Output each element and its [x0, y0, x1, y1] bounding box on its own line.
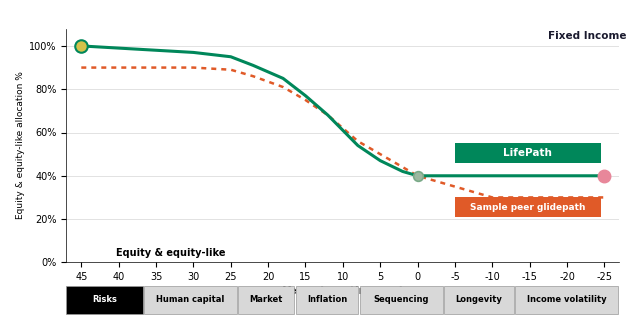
Text: Sequencing: Sequencing — [374, 295, 429, 304]
Text: Market: Market — [250, 295, 283, 304]
Text: Sample peer glidepath: Sample peer glidepath — [470, 203, 586, 212]
Text: Equity & equity-like: Equity & equity-like — [116, 248, 226, 258]
FancyBboxPatch shape — [455, 197, 600, 217]
Text: Income volatility: Income volatility — [526, 295, 606, 304]
X-axis label: Years to retirement: Years to retirement — [282, 286, 404, 296]
Text: Longevity: Longevity — [455, 295, 502, 304]
Text: Inflation: Inflation — [307, 295, 347, 304]
Text: Risks: Risks — [92, 295, 117, 304]
Y-axis label: Equity & equity-like allocation %: Equity & equity-like allocation % — [16, 72, 25, 219]
Text: LifePath: LifePath — [503, 148, 552, 158]
Text: Human capital: Human capital — [156, 295, 225, 304]
Text: Fixed Income: Fixed Income — [549, 31, 627, 41]
FancyBboxPatch shape — [455, 143, 600, 163]
